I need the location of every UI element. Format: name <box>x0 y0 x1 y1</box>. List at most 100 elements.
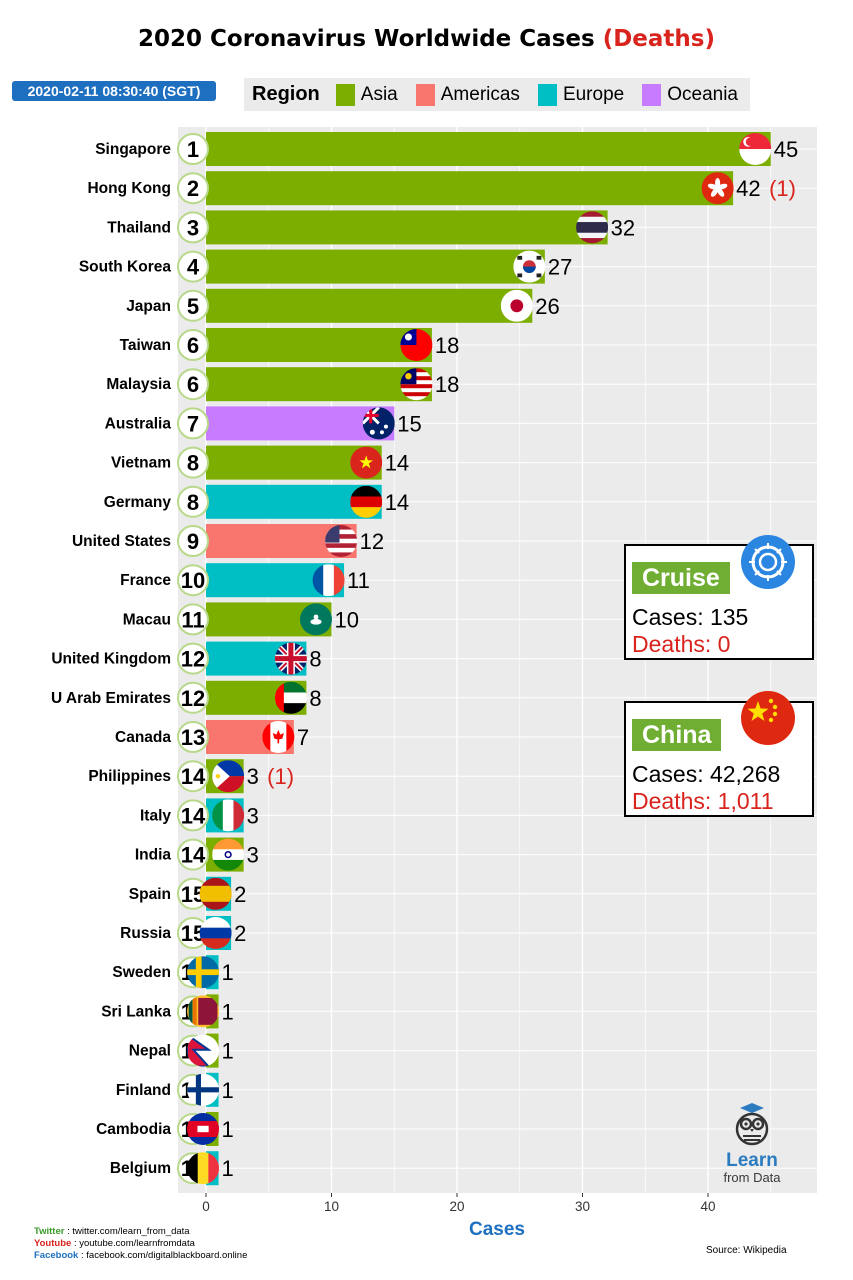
footer-facebook[interactable]: Facebook : facebook.com/digitalblackboar… <box>34 1250 247 1262</box>
x-tick-label: 20 <box>449 1199 464 1214</box>
country-label: France <box>120 572 171 589</box>
facebook-url: : facebook.com/digitalblackboard.online <box>81 1250 248 1261</box>
value-label: 2 <box>234 882 246 907</box>
footer-youtube[interactable]: Youtube : youtube.com/learnfromdata <box>34 1238 247 1250</box>
country-label: India <box>135 847 172 864</box>
value-label: 11 <box>347 568 370 593</box>
footer-twitter[interactable]: Twitter : twitter.com/learn_from_data <box>34 1226 247 1238</box>
rank-number: 1 <box>187 137 199 162</box>
china-cases: Cases: 42,268 <box>632 761 781 787</box>
flag-icon-uae-flag <box>274 681 307 714</box>
flag-icon-france-flag <box>312 564 345 597</box>
flag-icon-malaysia-flag <box>400 368 433 401</box>
youtube-url: : youtube.com/learnfromdata <box>73 1238 195 1249</box>
rank-number: 8 <box>187 490 199 515</box>
china-flag <box>741 691 795 745</box>
flag-icon-thailand-flag <box>576 211 609 244</box>
value-label: 1 <box>222 999 234 1024</box>
country-label: Canada <box>115 729 171 746</box>
china-tag: China <box>632 719 722 751</box>
flag-icon-spain-flag <box>199 877 232 910</box>
country-label: Russia <box>120 925 171 942</box>
flag-icon-belgium-flag <box>187 1152 220 1185</box>
twitter-label: Twitter <box>34 1226 65 1237</box>
value-label: 14 <box>385 451 409 476</box>
value-label: 26 <box>535 294 559 319</box>
rank-number: 14 <box>181 764 206 789</box>
rank-number: 11 <box>181 607 204 632</box>
country-label: Philippines <box>88 768 171 785</box>
flag-icon-usa-flag <box>325 525 358 557</box>
country-label: Spain <box>129 886 171 903</box>
rank-circle <box>177 250 209 283</box>
value-label: 1 <box>222 960 234 985</box>
footer-links: Twitter : twitter.com/learn_from_data Yo… <box>34 1226 247 1262</box>
rank-number: 4 <box>187 255 200 280</box>
rank-number: 9 <box>187 529 199 554</box>
rank-number: 10 <box>181 568 205 593</box>
flag-icon-vietnam-flag <box>350 446 383 479</box>
legend-label-asia: Asia <box>360 83 398 105</box>
flag-icon-nepal-flag <box>187 1034 220 1067</box>
country-label: Singapore <box>95 141 171 158</box>
legend: Region Asia Americas Europe Oceania <box>244 78 750 111</box>
rank-circle <box>177 289 209 322</box>
rank-circle <box>177 211 209 244</box>
country-label: Sri Lanka <box>101 1003 171 1020</box>
flag-icon-sri-lanka-flag <box>187 995 220 1028</box>
flag-icon-hong-kong-flag <box>701 172 734 205</box>
flag-icon-sweden-flag <box>187 956 220 989</box>
rank-number: 12 <box>181 686 205 711</box>
value-label: 45 <box>774 137 798 162</box>
value-label: 1 <box>222 1156 234 1181</box>
rank-number: 5 <box>187 294 199 319</box>
rank-circle <box>177 799 209 832</box>
bar-japan <box>206 288 533 323</box>
bar-singapore <box>206 132 771 166</box>
rank-number: 2 <box>187 176 199 201</box>
value-label: 1 <box>222 1039 234 1064</box>
bar-south-korea <box>206 249 545 284</box>
x-axis-label: Cases <box>469 1219 525 1240</box>
deaths-label: (1) <box>769 176 796 201</box>
rank-circle <box>177 485 209 518</box>
x-tick-label: 10 <box>324 1199 339 1214</box>
rank-number: 6 <box>187 333 199 358</box>
x-tick-label: 0 <box>202 1199 210 1214</box>
legend-key-europe <box>537 83 557 106</box>
rank-number: 7 <box>187 411 199 436</box>
country-label: Germany <box>104 494 172 511</box>
value-label: 14 <box>385 490 409 515</box>
twitter-url: : twitter.com/learn_from_data <box>67 1226 190 1237</box>
value-label: 8 <box>309 647 321 672</box>
country-label: Australia <box>105 415 172 432</box>
rank-number: 8 <box>187 451 199 476</box>
flag-icon-macau-flag <box>300 603 332 636</box>
country-label: United States <box>72 533 171 550</box>
legend-label-oceania: Oceania <box>667 83 738 105</box>
rank-circle <box>177 368 209 401</box>
flag-icon-south-korea-flag <box>513 250 546 283</box>
flag-icon-italy-flag <box>212 799 245 832</box>
rank-number: 6 <box>187 372 199 397</box>
chart-title: 2020 Coronavirus Worldwide Cases (Deaths… <box>0 26 853 52</box>
deaths-label: (1) <box>267 764 294 789</box>
rank-number: 14 <box>181 803 206 828</box>
rank-circle <box>177 760 209 793</box>
legend-key-americas <box>415 83 435 106</box>
rank-circle <box>177 564 209 597</box>
flag-icon-australia-flag <box>362 407 395 440</box>
value-label: 3 <box>247 764 259 789</box>
country-label: Thailand <box>107 219 171 236</box>
flag-icon-philippines-flag <box>212 760 245 793</box>
flag-icon-taiwan-flag <box>400 329 433 361</box>
value-label: 8 <box>309 686 321 711</box>
value-label: 18 <box>435 372 459 397</box>
legend-title: Region <box>252 83 320 105</box>
value-label: 10 <box>335 607 359 632</box>
source-note: Source: Wikipedia <box>706 1245 787 1256</box>
china-deaths: Deaths: 1,011 <box>632 788 774 814</box>
owl-icon <box>735 1103 769 1146</box>
facebook-label: Facebook <box>34 1250 79 1261</box>
